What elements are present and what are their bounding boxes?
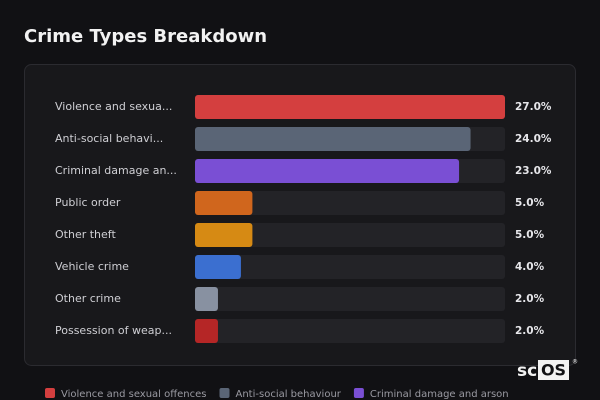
category-label: Criminal damage an... [55, 164, 177, 177]
chart-title: Crime Types Breakdown [24, 26, 267, 47]
category-label: Anti-social behavi... [55, 132, 163, 145]
value-label: 27.0% [515, 101, 552, 113]
logo: sc OS ® [517, 359, 578, 382]
value-label: 24.0% [515, 133, 552, 145]
value-label: 5.0% [515, 229, 545, 241]
bar [195, 255, 241, 279]
bar-track [195, 255, 505, 279]
logo-boxed: OS [541, 361, 566, 380]
bar-track [195, 191, 505, 215]
bar [195, 95, 505, 119]
bar [195, 287, 218, 311]
bar [195, 223, 253, 247]
bar-track [195, 223, 505, 247]
category-label: Public order [55, 196, 121, 209]
category-label: Other crime [55, 292, 121, 305]
legend-swatch [219, 388, 230, 398]
value-label: 5.0% [515, 197, 545, 209]
bar [195, 319, 218, 343]
bar [195, 127, 471, 151]
bar [195, 159, 460, 183]
value-label: 2.0% [515, 293, 545, 305]
bar-track [195, 319, 505, 343]
bar-track [195, 287, 505, 311]
category-label: Other theft [55, 228, 116, 241]
legend-label: Anti-social behaviour [236, 389, 342, 400]
category-label: Violence and sexua... [55, 100, 172, 113]
legend-label: Criminal damage and arson [370, 389, 509, 400]
category-label: Vehicle crime [55, 260, 129, 273]
logo-prefix: sc [517, 361, 537, 381]
category-label: Possession of weap... [55, 324, 172, 337]
value-label: 4.0% [515, 261, 545, 273]
legend-swatch [353, 388, 364, 398]
value-label: 2.0% [515, 325, 545, 337]
legend-label: Violence and sexual offences [61, 389, 207, 400]
value-label: 23.0% [515, 165, 552, 177]
logo-mark: ® [572, 359, 578, 366]
legend-swatch [45, 388, 55, 398]
logo-box [538, 360, 569, 380]
bar [195, 191, 253, 215]
